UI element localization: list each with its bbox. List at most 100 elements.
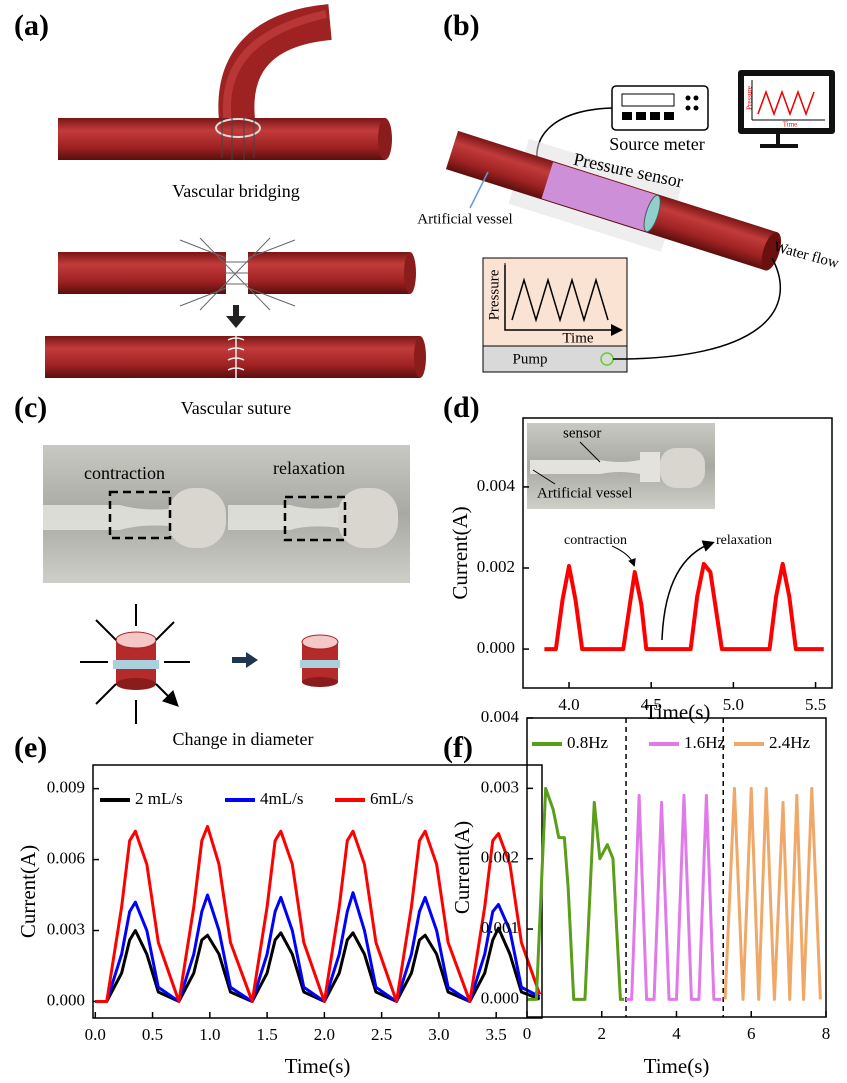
y-tick-label: 0.001	[481, 918, 519, 937]
label: Artificial vessel	[417, 211, 512, 227]
x-tick-label: 3.5	[486, 1025, 507, 1044]
label: Pressure	[486, 269, 502, 320]
knob	[694, 106, 699, 111]
y-tick-label: 0.009	[47, 778, 85, 797]
knob	[694, 96, 699, 101]
x-axis-label: Time(s)	[645, 700, 711, 724]
ring-band	[113, 660, 159, 669]
x-tick-label: 6	[747, 1024, 756, 1043]
panel-a: Vascular bridging Vascular suture	[45, 14, 426, 418]
x-axis-label: Time(s)	[285, 1054, 351, 1078]
legend-label: 2 mL/s	[135, 789, 183, 808]
screen-label: Time	[783, 121, 798, 129]
ring-top	[302, 635, 338, 649]
screen-label: Pressure	[746, 86, 754, 110]
x-tick-label: 0	[523, 1024, 532, 1043]
data-line	[544, 564, 823, 649]
label: contraction	[84, 463, 165, 483]
annotation: relaxation	[716, 533, 772, 548]
tube-end	[378, 118, 392, 160]
tube-end	[404, 252, 416, 294]
panel-c: contraction relaxation Change in diamete…	[43, 445, 410, 749]
ring-expanded	[113, 632, 159, 690]
panel-label: (a)	[14, 9, 49, 42]
x-tick-label: 2.0	[314, 1025, 335, 1044]
knob	[686, 96, 691, 101]
x-tick-label: 1.0	[199, 1025, 220, 1044]
caption: Vascular suture	[181, 398, 291, 418]
ring-top	[116, 632, 156, 648]
caption: Vascular bridging	[172, 181, 299, 201]
panel-label: (d)	[443, 391, 480, 424]
panel-label: (c)	[14, 391, 47, 424]
ring-bottom	[302, 677, 338, 687]
y-tick-label: 0.004	[481, 707, 520, 726]
annotation-arrow	[662, 543, 712, 640]
inset-label: Artificial vessel	[537, 485, 632, 501]
panel-label: (e)	[14, 731, 47, 764]
legend-label: 0.8Hz	[567, 733, 609, 752]
sensor-photo	[338, 488, 398, 548]
panel-label: (b)	[443, 9, 480, 42]
x-tick-label: 4	[672, 1024, 681, 1043]
pump	[483, 346, 627, 372]
knob	[686, 106, 691, 111]
inset-sensor	[660, 448, 705, 488]
legend-label: 4mL/s	[260, 789, 303, 808]
data-line	[725, 788, 820, 999]
tube-end	[414, 336, 426, 378]
sensor-photo	[168, 488, 226, 548]
x-tick-label: 4.0	[558, 695, 579, 714]
y-axis-label: Current(A)	[450, 821, 474, 914]
legend-label: 1.6Hz	[684, 733, 726, 752]
label: Pump	[512, 351, 547, 367]
y-tick-label: 0.006	[47, 848, 85, 867]
y-tick-label: 0.004	[477, 476, 516, 495]
x-tick-label: 0.5	[142, 1025, 163, 1044]
label: Source meter	[609, 134, 704, 154]
y-axis-label: Current(A)	[16, 845, 40, 938]
y-tick-label: 0.003	[47, 919, 85, 938]
x-tick-label: 5.0	[723, 695, 744, 714]
arrow-head	[226, 316, 246, 328]
panel-label: (f)	[443, 731, 473, 764]
y-tick-label: 0.000	[47, 990, 85, 1009]
y-tick-label: 0.003	[481, 777, 519, 796]
page: {"panels":{"labels":["(a)","(b)","(c)","…	[0, 0, 847, 1083]
x-tick-label: 2	[598, 1024, 607, 1043]
bridge-tube	[236, 22, 330, 128]
legend-label: 2.4Hz	[769, 733, 811, 752]
arrow-head	[246, 652, 258, 668]
annotation: contraction	[564, 533, 627, 548]
tube	[248, 252, 410, 294]
inset-label: sensor	[563, 425, 601, 441]
x-tick-label: 1.5	[256, 1025, 277, 1044]
y-tick-label: 0.002	[481, 848, 519, 867]
caption: Change in diameter	[173, 729, 314, 749]
y-tick-label: 0.000	[477, 638, 515, 657]
monitor-stand	[760, 134, 798, 146]
tube	[45, 336, 420, 378]
x-tick-label: 3.0	[428, 1025, 449, 1044]
x-axis-label: Time(s)	[644, 1054, 710, 1078]
label: Time	[562, 330, 593, 346]
legend-label: 6mL/s	[370, 789, 413, 808]
data-line	[626, 795, 721, 999]
ring-bottom	[116, 678, 156, 690]
ring-band	[300, 660, 340, 668]
cable	[613, 258, 780, 359]
y-axis-label: Current(A)	[448, 506, 472, 599]
x-tick-label: 5.5	[805, 695, 826, 714]
x-tick-label: 0.0	[85, 1025, 106, 1044]
annotation-arrow	[612, 546, 634, 565]
y-tick-label: 0.000	[481, 988, 519, 1007]
y-tick-label: 0.002	[477, 557, 515, 576]
panel-b: Source meter Pressure Time Pressure sens…	[417, 70, 840, 372]
label: Water flow	[772, 239, 841, 272]
figure: (a) (b) (c) (d) (e) (f) Vascular bridgin…	[0, 0, 847, 1083]
meter-display	[622, 94, 674, 106]
x-tick-label: 2.5	[371, 1025, 392, 1044]
label: relaxation	[273, 458, 345, 478]
x-tick-label: 8	[822, 1024, 831, 1043]
tube	[58, 252, 226, 294]
